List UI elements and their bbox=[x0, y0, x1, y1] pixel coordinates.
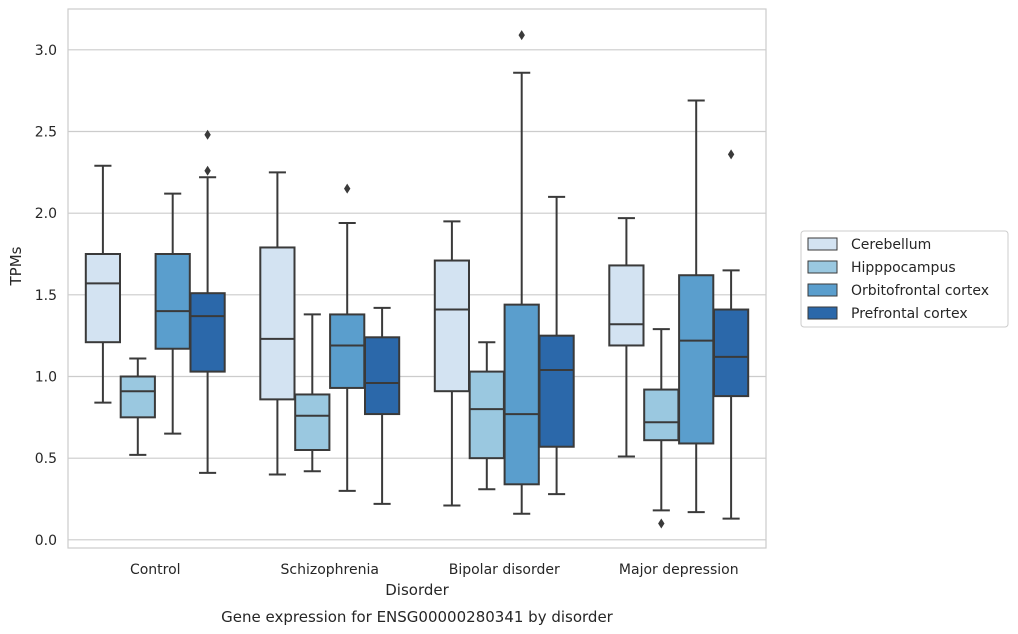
x-tick-label: Control bbox=[130, 562, 181, 578]
legend-label: Hipppocampus bbox=[851, 260, 956, 276]
x-tick-label: Major depression bbox=[619, 562, 739, 578]
y-tick-label: 0.5 bbox=[35, 451, 57, 467]
legend-label: Orbitofrontal cortex bbox=[851, 283, 989, 299]
y-tick-label: 0.0 bbox=[35, 533, 57, 549]
box-orbitofrontal-cortex bbox=[678, 99, 715, 514]
y-tick-label: 3.0 bbox=[35, 43, 57, 59]
box-orbitofrontal-cortex bbox=[154, 192, 191, 435]
legend-swatch bbox=[807, 260, 838, 274]
chart-caption: Gene expression for ENSG00000280341 by d… bbox=[221, 608, 614, 626]
legend-swatch bbox=[807, 306, 838, 320]
y-axis-label: TPMs bbox=[7, 246, 25, 286]
legend-label: Cerebellum bbox=[851, 237, 931, 253]
box-prefrontal-cortex bbox=[189, 129, 226, 474]
box-iqr bbox=[294, 393, 331, 452]
box-hipppocampus bbox=[643, 328, 680, 529]
outlier-point bbox=[658, 518, 665, 529]
outlier-point bbox=[204, 165, 211, 176]
x-tick-labels: Control Schizophrenia Bipolar disorder Majo… bbox=[130, 562, 739, 578]
y-tick-label: 1.5 bbox=[35, 288, 57, 304]
x-axis-label: Disorder bbox=[385, 581, 449, 599]
box-cerebellum bbox=[259, 171, 296, 476]
box-orbitofrontal-cortex bbox=[503, 30, 540, 515]
y-tick-label: 2.5 bbox=[35, 125, 57, 141]
box-prefrontal-cortex bbox=[363, 306, 401, 505]
box-orbitofrontal-cortex bbox=[329, 183, 366, 492]
box-iqr bbox=[643, 388, 680, 442]
x-tick-label: Schizophrenia bbox=[281, 562, 379, 578]
box-iqr bbox=[363, 336, 401, 416]
box-iqr bbox=[712, 308, 750, 398]
box-iqr bbox=[468, 370, 505, 460]
box-iqr bbox=[433, 259, 471, 393]
box-prefrontal-cortex bbox=[538, 195, 575, 496]
box-iqr bbox=[503, 303, 540, 486]
box-cerebellum bbox=[608, 217, 645, 458]
plot-frame bbox=[67, 8, 767, 549]
box-hipppocampus bbox=[119, 357, 156, 456]
legend-label: Prefrontal cortex bbox=[851, 306, 968, 322]
box-iqr bbox=[154, 253, 191, 350]
box-iqr bbox=[259, 246, 296, 401]
box-hipppocampus bbox=[294, 313, 331, 473]
outlier-point bbox=[727, 149, 735, 160]
box-iqr bbox=[538, 334, 575, 448]
legend-frame bbox=[800, 230, 1009, 328]
box-iqr bbox=[84, 253, 122, 344]
outlier-point bbox=[344, 183, 351, 194]
outlier-point bbox=[204, 129, 211, 140]
box-iqr bbox=[329, 313, 366, 389]
legend-swatch bbox=[807, 237, 838, 251]
outlier-point bbox=[518, 30, 525, 41]
box-iqr bbox=[119, 375, 156, 419]
y-tick-label: 1.0 bbox=[35, 370, 57, 386]
y-tick-labels: 0.0 0.5 1.0 1.5 2.0 2.5 3.0 bbox=[35, 43, 57, 549]
box-groups bbox=[84, 30, 750, 529]
box-cerebellum bbox=[84, 164, 122, 404]
y-tick-label: 2.0 bbox=[35, 206, 57, 222]
legend-swatch bbox=[807, 283, 838, 297]
box-iqr bbox=[608, 264, 645, 347]
box-hipppocampus bbox=[468, 341, 505, 491]
x-tick-label: Bipolar disorder bbox=[449, 562, 560, 578]
legend: Cerebellum Hipppocampus Orbitofrontal cort… bbox=[800, 230, 1009, 328]
box-prefrontal-cortex bbox=[712, 149, 750, 520]
box-iqr bbox=[189, 292, 226, 373]
box-iqr bbox=[678, 274, 715, 445]
box-cerebellum bbox=[433, 220, 471, 507]
